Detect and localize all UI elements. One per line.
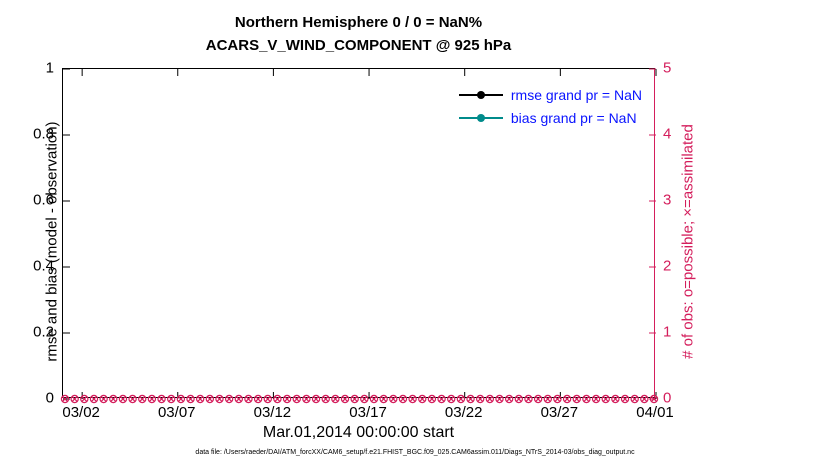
y-tick-label: 0.8 (33, 125, 54, 143)
y-tick-label: 0 (45, 389, 54, 407)
plot-area: rmse grand pr = NaN bias grand pr = NaN (60, 68, 659, 404)
plot-canvas (60, 68, 659, 404)
y-tick-label: 0.6 (33, 191, 54, 209)
y2-tick-label: 3 (663, 191, 672, 209)
x-tick-label: 03/17 (349, 404, 387, 421)
legend-label-bias: bias grand pr = NaN (510, 109, 637, 126)
y2-tick-label: 5 (663, 59, 672, 77)
plot-title: Northern Hemisphere 0 / 0 = NaN% (234, 14, 483, 31)
y-tick-label: 0.4 (33, 257, 54, 275)
x-tick-label: 03/02 (62, 404, 100, 421)
x-tick-label: 03/07 (157, 404, 196, 421)
legend-item-bias: bias grand pr = NaN (458, 106, 642, 129)
plot-subtitle: ACARS_V_WIND_COMPONENT @ 925 hPa (205, 37, 512, 54)
x-tick-label: 04/01 (636, 404, 674, 421)
y2-tick-label: 4 (663, 125, 672, 143)
x-tick-label: 03/22 (444, 404, 483, 421)
x-axis-label: Mar.01,2014 00:00:00 start (262, 424, 455, 441)
x-tick-label: 03/12 (253, 404, 292, 421)
y-tick-label: 0.2 (33, 323, 54, 341)
legend: rmse grand pr = NaN bias grand pr = NaN (458, 83, 642, 129)
y2-tick-label: 1 (663, 323, 672, 341)
bias-line-marker-icon (458, 113, 503, 122)
rmse-line-marker-icon (458, 90, 503, 99)
y2-tick-label: 2 (663, 257, 672, 275)
legend-item-rmse: rmse grand pr = NaN (458, 83, 642, 106)
x-tick-label: 03/27 (540, 404, 579, 421)
data-file-caption: data file: /Users/raeder/DAI/ATM_forcXX/… (195, 449, 635, 456)
legend-label-rmse: rmse grand pr = NaN (510, 86, 642, 103)
y2-tick-label: 0 (663, 389, 672, 407)
y-tick-label: 1 (45, 59, 54, 77)
right-y-axis-label: # of obs: o=possible; ×=assimilated (679, 124, 697, 359)
